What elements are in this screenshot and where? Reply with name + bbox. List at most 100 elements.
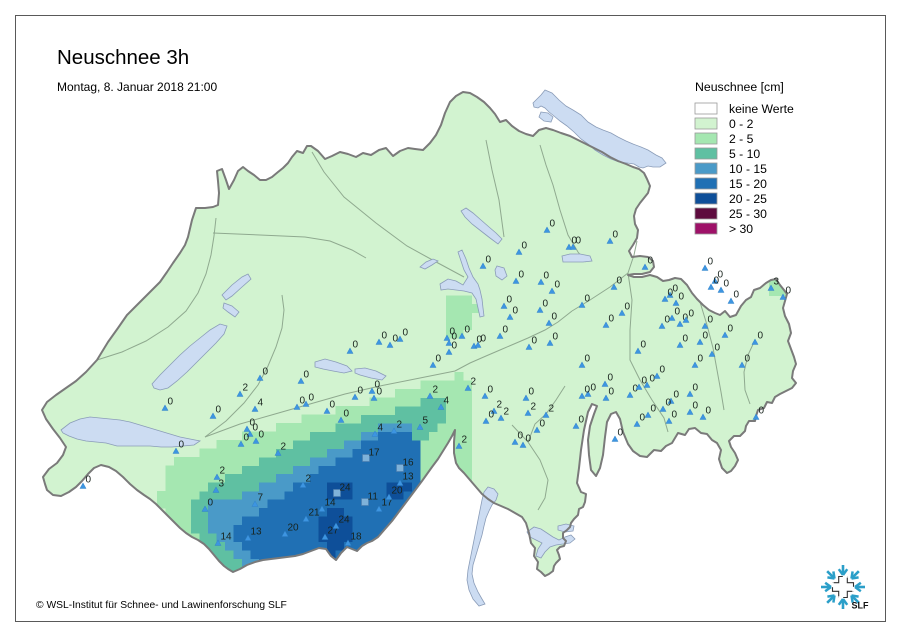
svg-text:0: 0 [665, 315, 671, 326]
svg-text:20: 20 [392, 486, 404, 497]
svg-text:0: 0 [698, 354, 704, 365]
svg-text:0: 0 [683, 334, 689, 345]
svg-text:0: 0 [642, 376, 648, 387]
svg-text:2: 2 [306, 474, 312, 485]
svg-text:0: 0 [503, 325, 509, 336]
svg-text:0: 0 [465, 325, 471, 336]
svg-text:0: 0 [679, 292, 685, 303]
svg-text:0: 0 [640, 413, 646, 424]
svg-text:0: 0 [309, 393, 315, 404]
svg-text:0: 0 [377, 387, 383, 398]
svg-text:0: 0 [724, 279, 730, 290]
svg-text:0: 0 [585, 385, 591, 396]
svg-text:0: 0 [259, 430, 265, 441]
svg-text:Neuschnee [cm]: Neuschnee [cm] [695, 80, 784, 94]
svg-text:5: 5 [423, 416, 429, 427]
svg-text:4: 4 [378, 423, 384, 434]
svg-text:0: 0 [452, 332, 458, 343]
svg-text:0: 0 [674, 390, 680, 401]
svg-text:20 - 25: 20 - 25 [729, 192, 767, 206]
svg-text:15 - 20: 15 - 20 [729, 177, 767, 191]
svg-text:0: 0 [714, 276, 720, 287]
svg-text:0: 0 [585, 354, 591, 365]
svg-text:0: 0 [543, 299, 549, 310]
svg-text:0: 0 [544, 271, 550, 282]
svg-text:0: 0 [529, 387, 535, 398]
svg-text:0: 0 [609, 314, 615, 325]
svg-text:2: 2 [433, 385, 439, 396]
svg-text:0: 0 [672, 410, 678, 421]
svg-text:0: 0 [540, 419, 546, 430]
svg-text:0 - 2: 0 - 2 [729, 117, 754, 131]
svg-text:0: 0 [519, 270, 525, 281]
svg-text:0: 0 [758, 331, 764, 342]
svg-text:0: 0 [263, 367, 269, 378]
svg-text:0: 0 [675, 307, 681, 318]
svg-text:2: 2 [504, 407, 510, 418]
svg-text:0: 0 [608, 373, 614, 384]
svg-text:2: 2 [531, 402, 537, 413]
svg-text:18: 18 [351, 532, 363, 543]
svg-text:0: 0 [759, 406, 765, 417]
svg-text:20: 20 [288, 523, 300, 534]
svg-text:0: 0 [513, 306, 519, 317]
svg-text:16: 16 [403, 458, 415, 469]
svg-text:0: 0 [353, 340, 359, 351]
svg-text:Neuschnee 3h: Neuschnee 3h [57, 46, 189, 69]
svg-text:0: 0 [208, 498, 214, 509]
svg-text:14: 14 [221, 532, 233, 543]
svg-text:0: 0 [728, 324, 734, 335]
svg-text:24: 24 [339, 515, 351, 526]
svg-text:0: 0 [718, 270, 724, 281]
svg-text:0: 0 [613, 230, 619, 241]
svg-text:0: 0 [552, 312, 558, 323]
svg-text:0: 0 [673, 284, 679, 295]
svg-text:0: 0 [450, 327, 456, 338]
svg-text:2: 2 [462, 435, 468, 446]
svg-text:3: 3 [219, 479, 225, 490]
svg-text:0: 0 [708, 257, 714, 268]
svg-text:0: 0 [693, 383, 699, 394]
svg-text:0: 0 [244, 433, 250, 444]
svg-text:14: 14 [325, 498, 337, 509]
svg-text:0: 0 [591, 383, 597, 394]
svg-text:0: 0 [477, 335, 483, 346]
svg-text:0: 0 [693, 401, 699, 412]
svg-text:0: 0 [576, 236, 582, 247]
svg-text:0: 0 [518, 431, 524, 442]
svg-text:0: 0 [609, 387, 615, 398]
svg-text:0: 0 [486, 255, 492, 266]
svg-text:0: 0 [393, 334, 399, 345]
svg-text:0: 0 [452, 341, 458, 352]
svg-text:0: 0 [585, 294, 591, 305]
svg-text:0: 0 [532, 336, 538, 347]
svg-text:2: 2 [243, 383, 249, 394]
svg-text:0: 0 [489, 410, 495, 421]
svg-text:2 - 5: 2 - 5 [729, 132, 754, 146]
svg-text:0: 0 [708, 315, 714, 326]
svg-text:SLF: SLF [852, 601, 870, 611]
svg-text:4: 4 [444, 396, 450, 407]
svg-text:0: 0 [715, 343, 721, 354]
svg-text:0: 0 [734, 290, 740, 301]
svg-text:0: 0 [507, 295, 513, 306]
svg-text:Montag, 8. Januar 2018 21:00: Montag, 8. Januar 2018 21:00 [57, 80, 217, 94]
svg-text:10 - 15: 10 - 15 [729, 162, 767, 176]
svg-text:0: 0 [786, 286, 792, 297]
svg-text:0: 0 [86, 475, 92, 486]
svg-text:0: 0 [330, 400, 336, 411]
svg-text:0: 0 [522, 241, 528, 252]
svg-text:0: 0 [633, 384, 639, 395]
svg-text:2: 2 [397, 420, 403, 431]
svg-text:17: 17 [369, 448, 381, 459]
svg-text:0: 0 [666, 398, 672, 409]
svg-text:7: 7 [258, 493, 264, 504]
svg-text:0: 0 [253, 423, 259, 434]
svg-text:11: 11 [368, 492, 379, 503]
svg-text:0: 0 [617, 276, 623, 287]
svg-text:24: 24 [340, 483, 352, 494]
svg-text:0: 0 [382, 331, 388, 342]
svg-text:0: 0 [668, 288, 674, 299]
svg-text:13: 13 [251, 527, 263, 538]
svg-text:0: 0 [745, 354, 751, 365]
